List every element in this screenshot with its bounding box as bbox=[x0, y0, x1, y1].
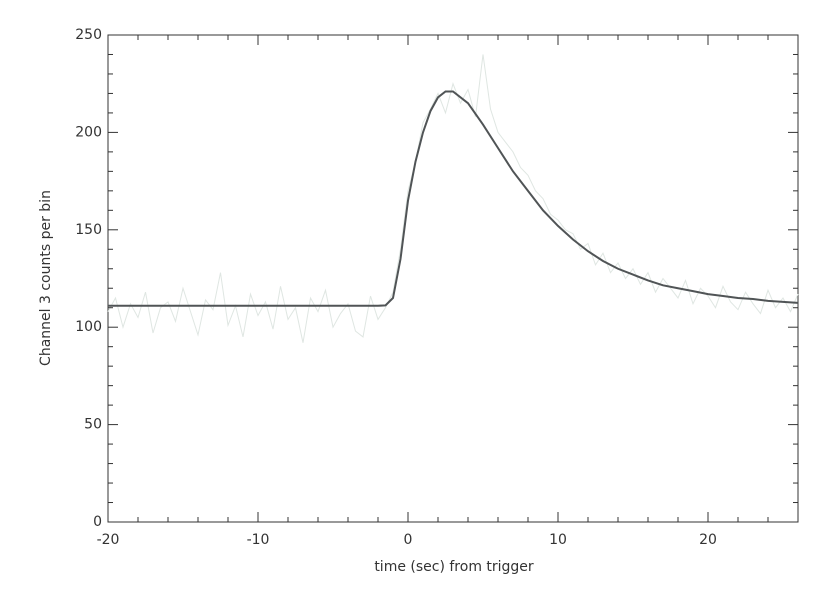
x-tick-label: 0 bbox=[404, 532, 413, 548]
plot-frame bbox=[107, 34, 799, 523]
y-tick-label: 50 bbox=[84, 417, 102, 433]
x-axis-label: time (sec) from trigger bbox=[374, 559, 534, 575]
y-tick-label: 150 bbox=[75, 222, 102, 238]
data-line bbox=[108, 90, 799, 307]
y-tick-label: 0 bbox=[93, 514, 102, 530]
y-tick-label: 100 bbox=[75, 319, 102, 335]
y-axis-label: Channel 3 counts per bin bbox=[38, 190, 54, 366]
data-line bbox=[107, 54, 799, 343]
x-tick-label: 10 bbox=[549, 532, 567, 548]
x-tick-label: -20 bbox=[97, 532, 120, 548]
y-tick-label: 250 bbox=[75, 27, 102, 43]
y-tick-label: 200 bbox=[75, 124, 102, 140]
x-tick-label: 20 bbox=[699, 532, 717, 548]
x-tick-label: -10 bbox=[247, 532, 270, 548]
